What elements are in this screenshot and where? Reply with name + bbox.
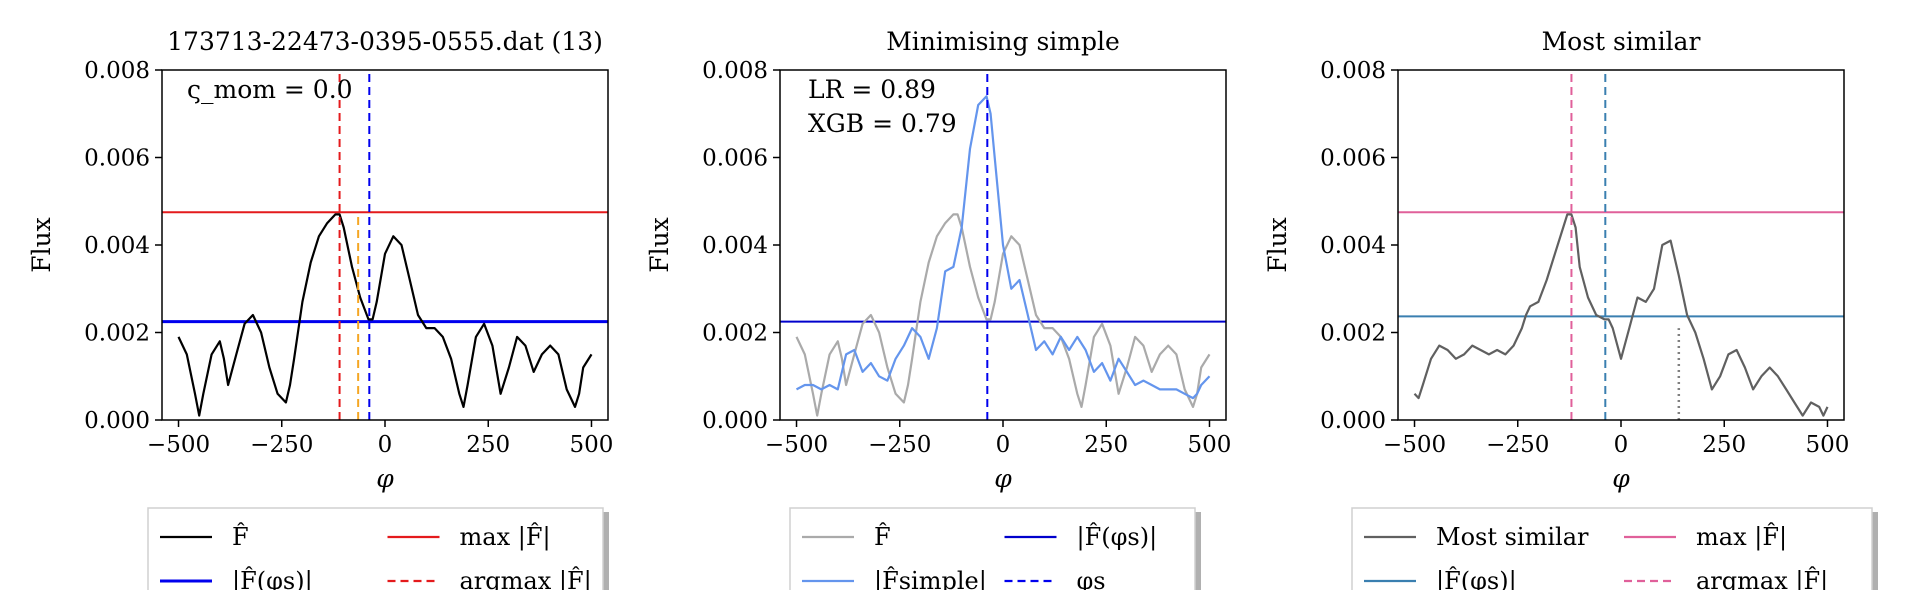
y-axis-label: Flux: [1263, 217, 1292, 273]
x-tick-label: 250: [1084, 432, 1128, 458]
y-tick-label: 0.004: [702, 233, 768, 259]
y-tick-label: 0.000: [702, 408, 768, 434]
chart-title: 173713-22473-0395-0555.dat (13): [167, 27, 603, 56]
y-tick-label: 0.006: [1320, 146, 1386, 172]
x-tick-label: 0: [378, 432, 393, 458]
x-tick-label: 0: [996, 432, 1011, 458]
legend-box: [1351, 507, 1873, 590]
x-tick-label: −500: [765, 432, 828, 458]
legend-label-3: |F̂simple|: [874, 567, 987, 590]
chart-panel-2: −500 −250 0 250 500 0.000 0.002 0.004 0.006 0.008…: [645, 27, 1231, 590]
x-tick-label: 0: [1614, 432, 1629, 458]
chart-title: Most similar: [1542, 27, 1701, 56]
y-tick-label: 0.000: [1320, 408, 1386, 434]
y-tick-label: 0.008: [702, 58, 768, 84]
x-tick-label: 500: [570, 432, 614, 458]
y-tick-label: 0.002: [1320, 321, 1386, 347]
legend-label-2: max |F̂|: [460, 523, 551, 552]
legend-box: [789, 507, 1196, 590]
x-axis-label: φ: [1612, 464, 1630, 493]
x-tick-label: −500: [147, 432, 210, 458]
x-tick-label: 500: [1188, 432, 1232, 458]
annotation-text: ς_mom = 0.0: [187, 75, 353, 104]
series-line-2: [795, 95, 1211, 400]
y-axis-label: Flux: [27, 217, 56, 273]
y-tick-label: 0.006: [84, 146, 150, 172]
legend-label-3: |F̂(φs)|: [1436, 567, 1517, 590]
plot-area: [780, 70, 1226, 420]
x-axis-label: φ: [376, 464, 394, 493]
chart-panel-1: −500 −250 0 250 500 0.000 0.002 0.004 0.006 0.008…: [27, 27, 613, 590]
y-tick-label: 0.004: [1320, 233, 1386, 259]
plot-frame: [1397, 69, 1845, 421]
plot-area: [162, 70, 608, 420]
y-tick-label: 0.000: [84, 408, 150, 434]
y-tick-label: 0.008: [84, 58, 150, 84]
legend-label-4: argmax |F̂|: [460, 567, 592, 590]
x-tick-label: −250: [868, 432, 931, 458]
series-line-1: [177, 213, 593, 417]
y-axis-label: Flux: [645, 217, 674, 273]
y-tick-label: 0.008: [1320, 58, 1386, 84]
legend-label-2: max |F̂|: [1696, 523, 1787, 552]
series-line-1: [795, 213, 1211, 417]
chart-title: Minimising simple: [886, 27, 1120, 56]
legend-label-3: |F̂(φs)|: [232, 567, 313, 590]
x-tick-label: −500: [1383, 432, 1446, 458]
y-tick-label: 0.006: [702, 146, 768, 172]
legend-label-4: argmax |F̂|: [1696, 567, 1828, 590]
plot-area: [1398, 70, 1844, 420]
y-tick-label: 0.004: [84, 233, 150, 259]
annotation-text: XGB = 0.79: [808, 109, 957, 138]
legend-label-1: F̂: [874, 523, 891, 551]
legend-label-2: |F̂(φs)|: [1077, 523, 1158, 552]
x-tick-label: 250: [466, 432, 510, 458]
y-tick-label: 0.002: [84, 321, 150, 347]
legend-box: [147, 507, 604, 590]
chart-panel-3: −500 −250 0 250 500 0.000 0.002 0.004 0.006 0.008…: [1263, 27, 1878, 590]
legend-label-1: Most similar: [1436, 523, 1589, 551]
plot-frame: [161, 69, 609, 421]
x-tick-label: −250: [1486, 432, 1549, 458]
legend-label-1: F̂: [232, 523, 249, 551]
y-tick-label: 0.002: [702, 321, 768, 347]
legend-label-4: φs: [1077, 567, 1106, 590]
series-line-1: [1413, 213, 1829, 417]
x-tick-label: −250: [250, 432, 313, 458]
annotation-text: LR = 0.89: [808, 75, 936, 104]
x-tick-label: 500: [1806, 432, 1850, 458]
x-axis-label: φ: [994, 464, 1012, 493]
x-tick-label: 250: [1702, 432, 1746, 458]
